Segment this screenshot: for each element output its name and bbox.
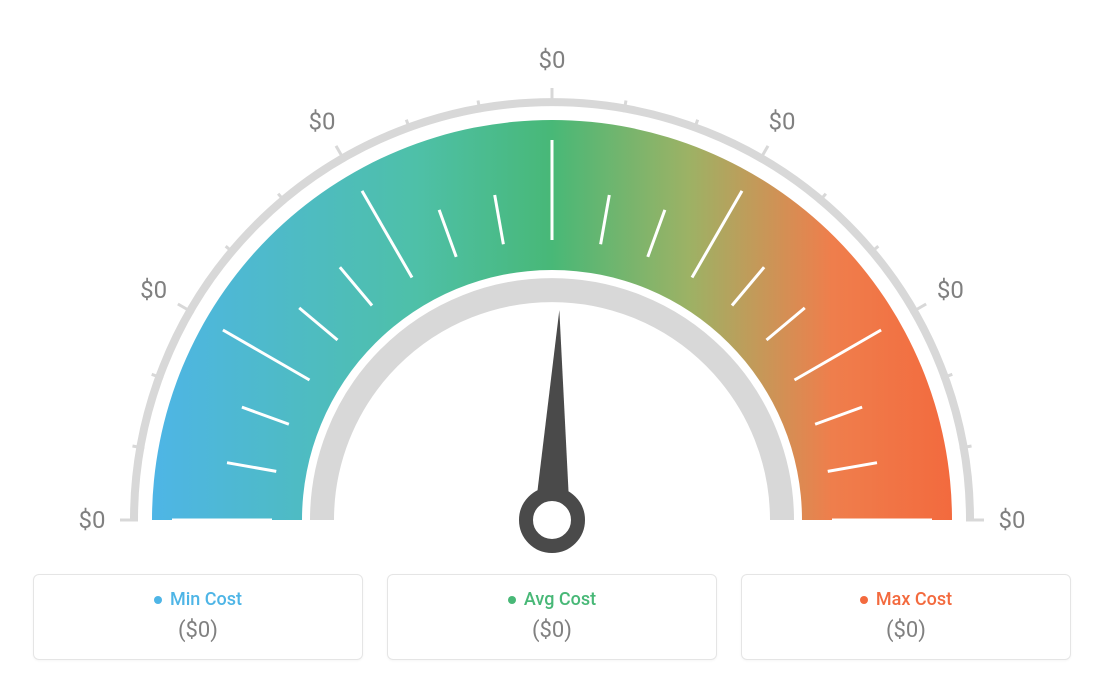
legend-value-avg: ($0) (404, 618, 700, 643)
legend-title-max: Max Cost (860, 589, 952, 610)
legend-card-min: Min Cost ($0) (33, 574, 363, 661)
gauge-tick-label: $0 (769, 108, 796, 136)
gauge-outer-tick (960, 446, 972, 448)
gauge-tick-label: $0 (140, 276, 167, 304)
legend-card-avg: Avg Cost ($0) (387, 574, 717, 661)
legend-value-max: ($0) (758, 618, 1054, 643)
gauge-svg: $0 $0 $0 $0 $0 $0 $0 (52, 20, 1052, 560)
gauge-tick-label: $0 (309, 108, 336, 136)
gauge-tick-label: $0 (539, 46, 566, 74)
legend-row: Min Cost ($0) Avg Cost ($0) Max Cost ($0… (33, 574, 1071, 661)
legend-value-min: ($0) (50, 618, 346, 643)
legend-label-avg: Avg Cost (524, 589, 596, 610)
gauge-tick-label: $0 (79, 506, 106, 534)
legend-title-min: Min Cost (154, 589, 242, 610)
legend-title-avg: Avg Cost (508, 589, 596, 610)
gauge-tick-label: $0 (937, 276, 964, 304)
legend-label-max: Max Cost (876, 589, 952, 610)
legend-dot-min (154, 596, 162, 604)
gauge-tick-label: $0 (999, 506, 1026, 534)
gauge-chart: $0 $0 $0 $0 $0 $0 $0 (52, 20, 1052, 560)
gauge-outer-tick (624, 100, 626, 112)
legend-label-min: Min Cost (170, 589, 242, 610)
gauge-outer-tick (478, 100, 480, 112)
gauge-outer-tick (132, 446, 144, 448)
legend-card-max: Max Cost ($0) (741, 574, 1071, 661)
legend-dot-max (860, 596, 868, 604)
legend-dot-avg (508, 596, 516, 604)
gauge-needle-hub (526, 494, 578, 546)
